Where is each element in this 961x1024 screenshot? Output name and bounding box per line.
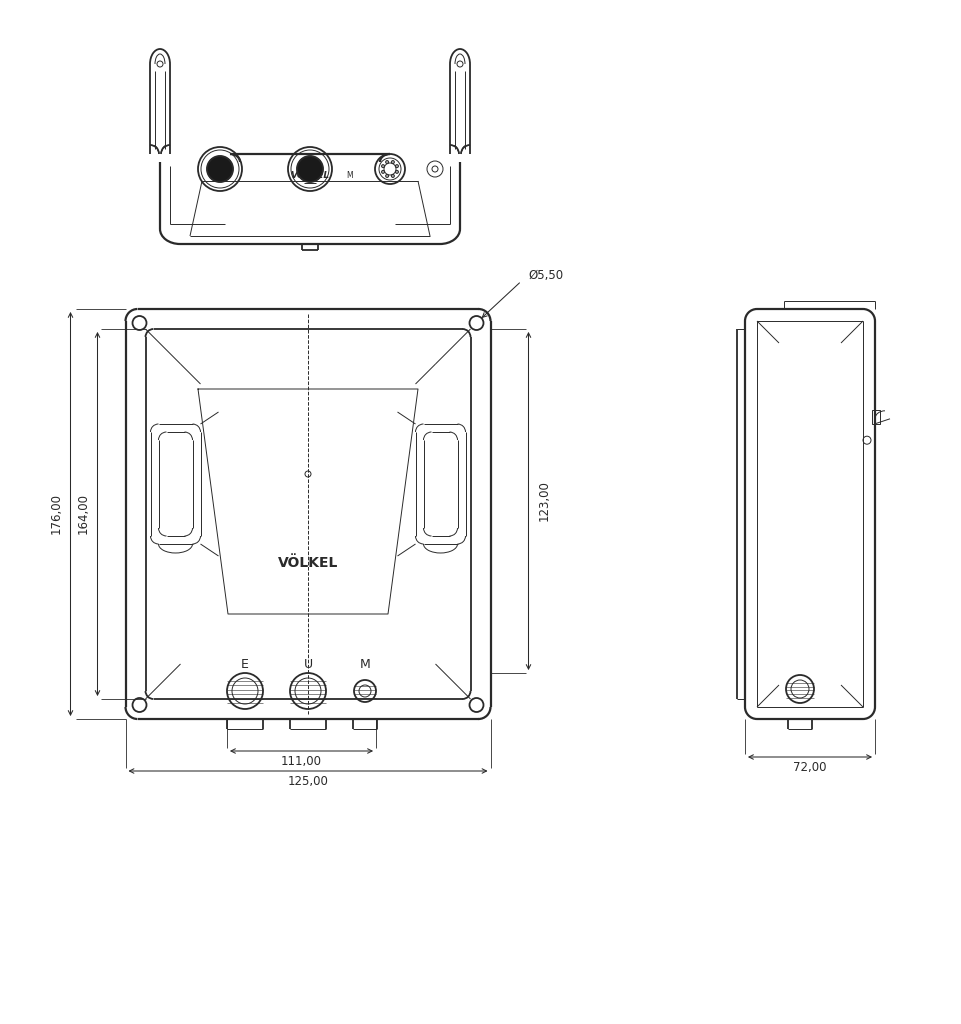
Text: E: E (241, 658, 249, 672)
Circle shape (385, 174, 388, 177)
Circle shape (395, 170, 399, 173)
Circle shape (297, 156, 323, 182)
Text: M: M (347, 171, 354, 180)
Text: Ø5,50: Ø5,50 (529, 269, 563, 283)
Text: 72,00: 72,00 (793, 762, 826, 774)
Circle shape (207, 156, 233, 182)
Bar (872, 410, 880, 424)
Circle shape (391, 161, 394, 164)
Text: 123,00: 123,00 (538, 480, 551, 521)
Circle shape (385, 161, 388, 164)
Circle shape (382, 165, 384, 168)
Text: 125,00: 125,00 (287, 775, 329, 788)
Text: 111,00: 111,00 (281, 756, 322, 768)
Circle shape (391, 174, 394, 177)
Text: VÖLKEL: VÖLKEL (278, 556, 338, 570)
Circle shape (382, 170, 384, 173)
Text: U: U (304, 658, 312, 672)
Text: 176,00: 176,00 (50, 494, 63, 535)
Circle shape (395, 165, 399, 168)
Text: VÖLKEL: VÖLKEL (290, 171, 330, 180)
Text: 164,00: 164,00 (77, 494, 90, 535)
Text: M: M (359, 658, 370, 672)
